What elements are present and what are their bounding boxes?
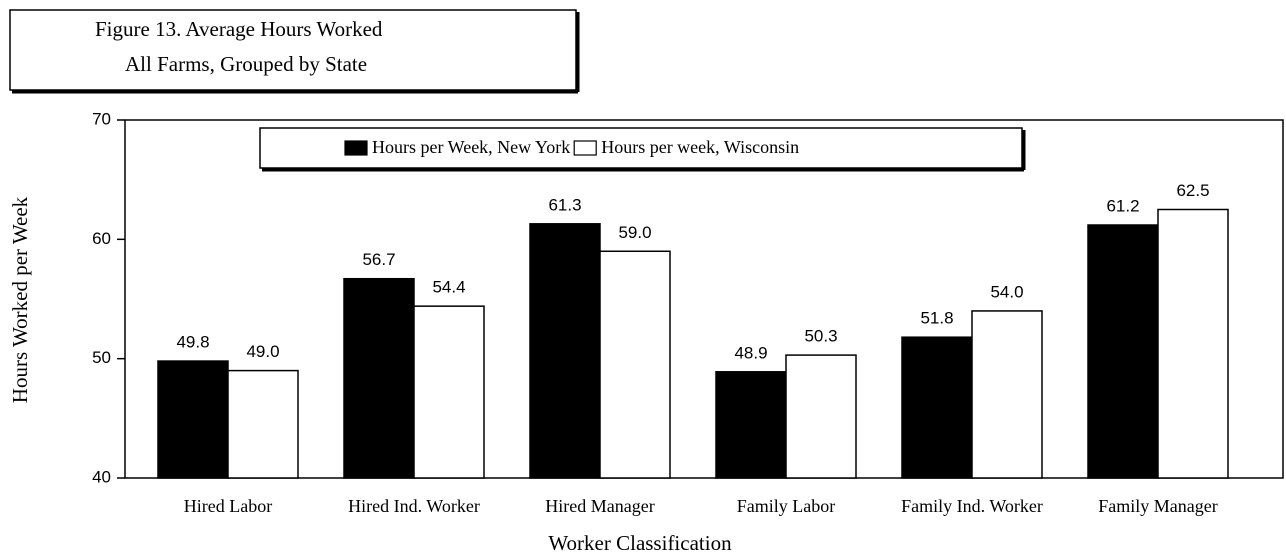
- bar: [971, 310, 1043, 479]
- y-axis-label: Hours Worked per Week: [8, 196, 32, 403]
- bar: [715, 371, 787, 479]
- bar: [1157, 208, 1229, 479]
- chart-subtitle: All Farms, Grouped by State: [125, 52, 367, 76]
- plot-frame: [124, 119, 1284, 479]
- x-tick-label: Family Ind. Worker: [901, 496, 1043, 516]
- bar: [785, 354, 857, 479]
- legend-swatch: [344, 140, 368, 156]
- y-tick-label: 70: [92, 109, 111, 128]
- x-tick-label: Hired Ind. Worker: [348, 496, 480, 516]
- x-tick-label: Family Labor: [737, 496, 835, 516]
- value-label: 49.8: [176, 333, 209, 352]
- y-tick-label: 50: [92, 348, 111, 367]
- legend-label: Hours per Week, New York: [372, 137, 570, 157]
- value-label: 54.0: [990, 282, 1023, 301]
- bar: [1087, 224, 1159, 479]
- bar: [227, 369, 299, 479]
- x-tick-label: Family Manager: [1098, 496, 1217, 516]
- bar: [529, 223, 601, 479]
- y-tick-label: 40: [92, 467, 111, 486]
- bar: [343, 277, 415, 479]
- bar: [599, 250, 671, 479]
- x-tick-label: Hired Labor: [184, 496, 272, 516]
- value-label: 59.0: [618, 223, 651, 242]
- x-axis-label: Worker Classification: [548, 531, 732, 555]
- bar: [157, 360, 229, 479]
- value-label: 54.4: [432, 278, 465, 297]
- legend-swatch: [573, 140, 597, 156]
- y-tick-label: 60: [92, 229, 111, 248]
- bar: [413, 305, 485, 479]
- chart-title: Figure 13. Average Hours Worked: [95, 17, 383, 41]
- value-label: 61.3: [548, 195, 581, 214]
- title-box: [9, 9, 577, 91]
- bar: [901, 336, 973, 479]
- value-label: 61.2: [1106, 196, 1139, 215]
- legend-box: [259, 127, 1023, 169]
- value-label: 51.8: [920, 309, 953, 328]
- value-label: 62.5: [1176, 181, 1209, 200]
- value-label: 56.7: [362, 250, 395, 269]
- value-label: 48.9: [734, 343, 767, 362]
- value-label: 49.0: [246, 342, 279, 361]
- legend-label: Hours per week, Wisconsin: [601, 137, 799, 157]
- value-label: 50.3: [804, 327, 837, 346]
- x-tick-label: Hired Manager: [545, 496, 654, 516]
